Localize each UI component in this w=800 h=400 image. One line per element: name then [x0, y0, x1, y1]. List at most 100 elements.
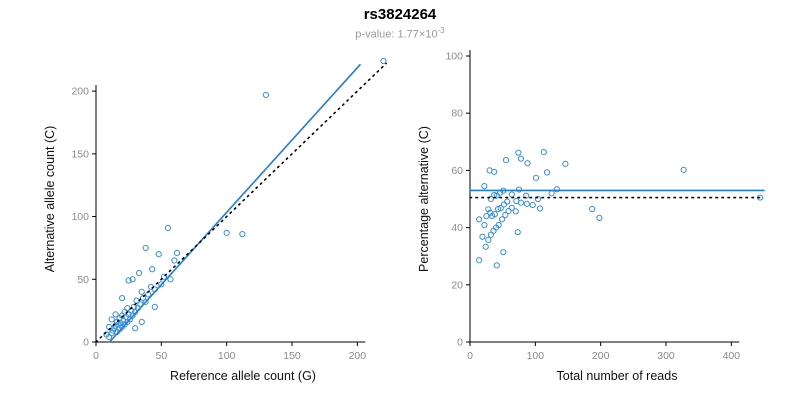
x-tick-label: 150 — [283, 350, 301, 362]
data-point — [476, 257, 483, 264]
data-point — [483, 213, 490, 220]
data-point — [151, 303, 158, 310]
data-point — [485, 206, 492, 213]
data-point — [543, 169, 551, 176]
y-tick-label: 0 — [457, 337, 463, 349]
data-point — [112, 311, 119, 318]
data-point — [491, 168, 498, 175]
data-point — [125, 277, 132, 284]
data-point — [505, 207, 512, 215]
data-point — [164, 224, 171, 231]
pvalue-text: p-value: 1.77×10 — [355, 28, 438, 41]
y-axis-label: Percentage alternative (C) — [417, 126, 431, 272]
x-tick-label: 300 — [657, 350, 675, 362]
data-point — [502, 211, 509, 219]
data-point — [129, 276, 136, 283]
regression-line — [108, 63, 361, 343]
data-point — [487, 195, 495, 203]
data-point — [171, 257, 178, 264]
data-point — [482, 243, 489, 250]
y-tick-label: 20 — [451, 279, 463, 291]
y-tick-label: 40 — [451, 222, 463, 234]
data-point — [500, 201, 508, 208]
data-point — [142, 244, 149, 252]
data-point — [523, 192, 530, 199]
y-tick-label: 0 — [83, 337, 89, 349]
x-axis-label: Reference allele count (G) — [170, 369, 316, 383]
data-point — [495, 221, 502, 229]
data-point — [532, 174, 540, 181]
x-tick-label: 200 — [349, 350, 367, 362]
data-point — [517, 199, 525, 206]
data-point — [138, 318, 145, 326]
data-point — [596, 214, 603, 221]
data-point — [160, 273, 168, 280]
figure-subtitle: p-value: 1.77×10-3 — [0, 26, 800, 41]
x-tick-label: 0 — [93, 350, 99, 362]
data-point — [108, 316, 115, 323]
y-tick-label: 80 — [451, 108, 463, 120]
x-tick-label: 100 — [527, 350, 545, 362]
figure-title: rs3824264 — [363, 6, 437, 23]
data-point — [239, 231, 246, 238]
data-point — [589, 205, 596, 213]
data-point — [523, 200, 530, 207]
data-point — [142, 298, 149, 305]
x-tick-label: 50 — [155, 350, 167, 362]
data-point — [481, 221, 488, 229]
data-point — [138, 288, 145, 295]
data-point — [497, 205, 504, 212]
data-point — [498, 216, 506, 223]
y-tick-label: 200 — [71, 86, 89, 98]
x-axis-label: Total number of reads — [557, 369, 678, 383]
data-point — [119, 294, 126, 302]
data-point — [504, 198, 511, 205]
data-point — [380, 57, 387, 65]
data-point — [508, 191, 515, 198]
data-point — [515, 149, 522, 156]
y-tick-label: 100 — [445, 51, 463, 63]
x-tick-label: 0 — [467, 350, 473, 362]
scatter-plot-left: 0 50 100 150 200 0 50 100 150 200 Reference allele… — [34, 44, 404, 396]
data-point — [514, 229, 521, 236]
data-point — [149, 266, 156, 273]
data-point — [512, 208, 519, 215]
data-point — [493, 262, 500, 269]
data-point — [167, 276, 174, 283]
x-tick-label: 400 — [723, 350, 741, 362]
data-point — [479, 233, 486, 240]
data-point — [481, 183, 488, 190]
data-point — [553, 186, 560, 193]
identity-line — [95, 62, 387, 343]
data-point — [502, 157, 510, 164]
ref-vs-alt-scatter-svg: 0 50 100 150 200 0 50 100 150 200 Reference allele… — [43, 57, 387, 383]
y-axis-label: Alternative allele count (C) — [43, 126, 57, 273]
reads-vs-pct-scatter-svg: 0 100 200 300 400 0 20 40 60 80 100 Total number of… — [417, 50, 765, 383]
data-point — [524, 160, 531, 167]
data-point — [173, 249, 181, 257]
data-point — [223, 229, 230, 236]
pvalue-exponent: -3 — [437, 26, 445, 35]
scatter-plot-right: 0 100 200 300 400 0 20 40 60 80 100 Total number of… — [408, 44, 778, 396]
data-point — [680, 166, 687, 173]
data-point — [491, 211, 498, 218]
data-point — [540, 148, 547, 156]
data-point — [517, 155, 525, 162]
data-point — [515, 186, 523, 193]
data-point — [508, 204, 515, 211]
y-tick-label: 150 — [71, 148, 89, 160]
data-point — [158, 281, 165, 288]
data-point — [529, 201, 536, 209]
data-point — [155, 251, 162, 258]
data-point — [485, 236, 492, 243]
y-tick-label: 100 — [71, 211, 89, 223]
y-tick-label: 50 — [77, 274, 89, 286]
figure-header: rs3824264 p-value: 1.77×10-3 — [0, 6, 800, 41]
data-point — [500, 249, 507, 256]
charts-row: 0 50 100 150 200 0 50 100 150 200 Reference allele… — [34, 44, 778, 396]
data-point — [548, 190, 555, 197]
data-point — [262, 91, 269, 98]
y-tick-label: 60 — [451, 165, 463, 177]
data-point — [534, 195, 542, 203]
